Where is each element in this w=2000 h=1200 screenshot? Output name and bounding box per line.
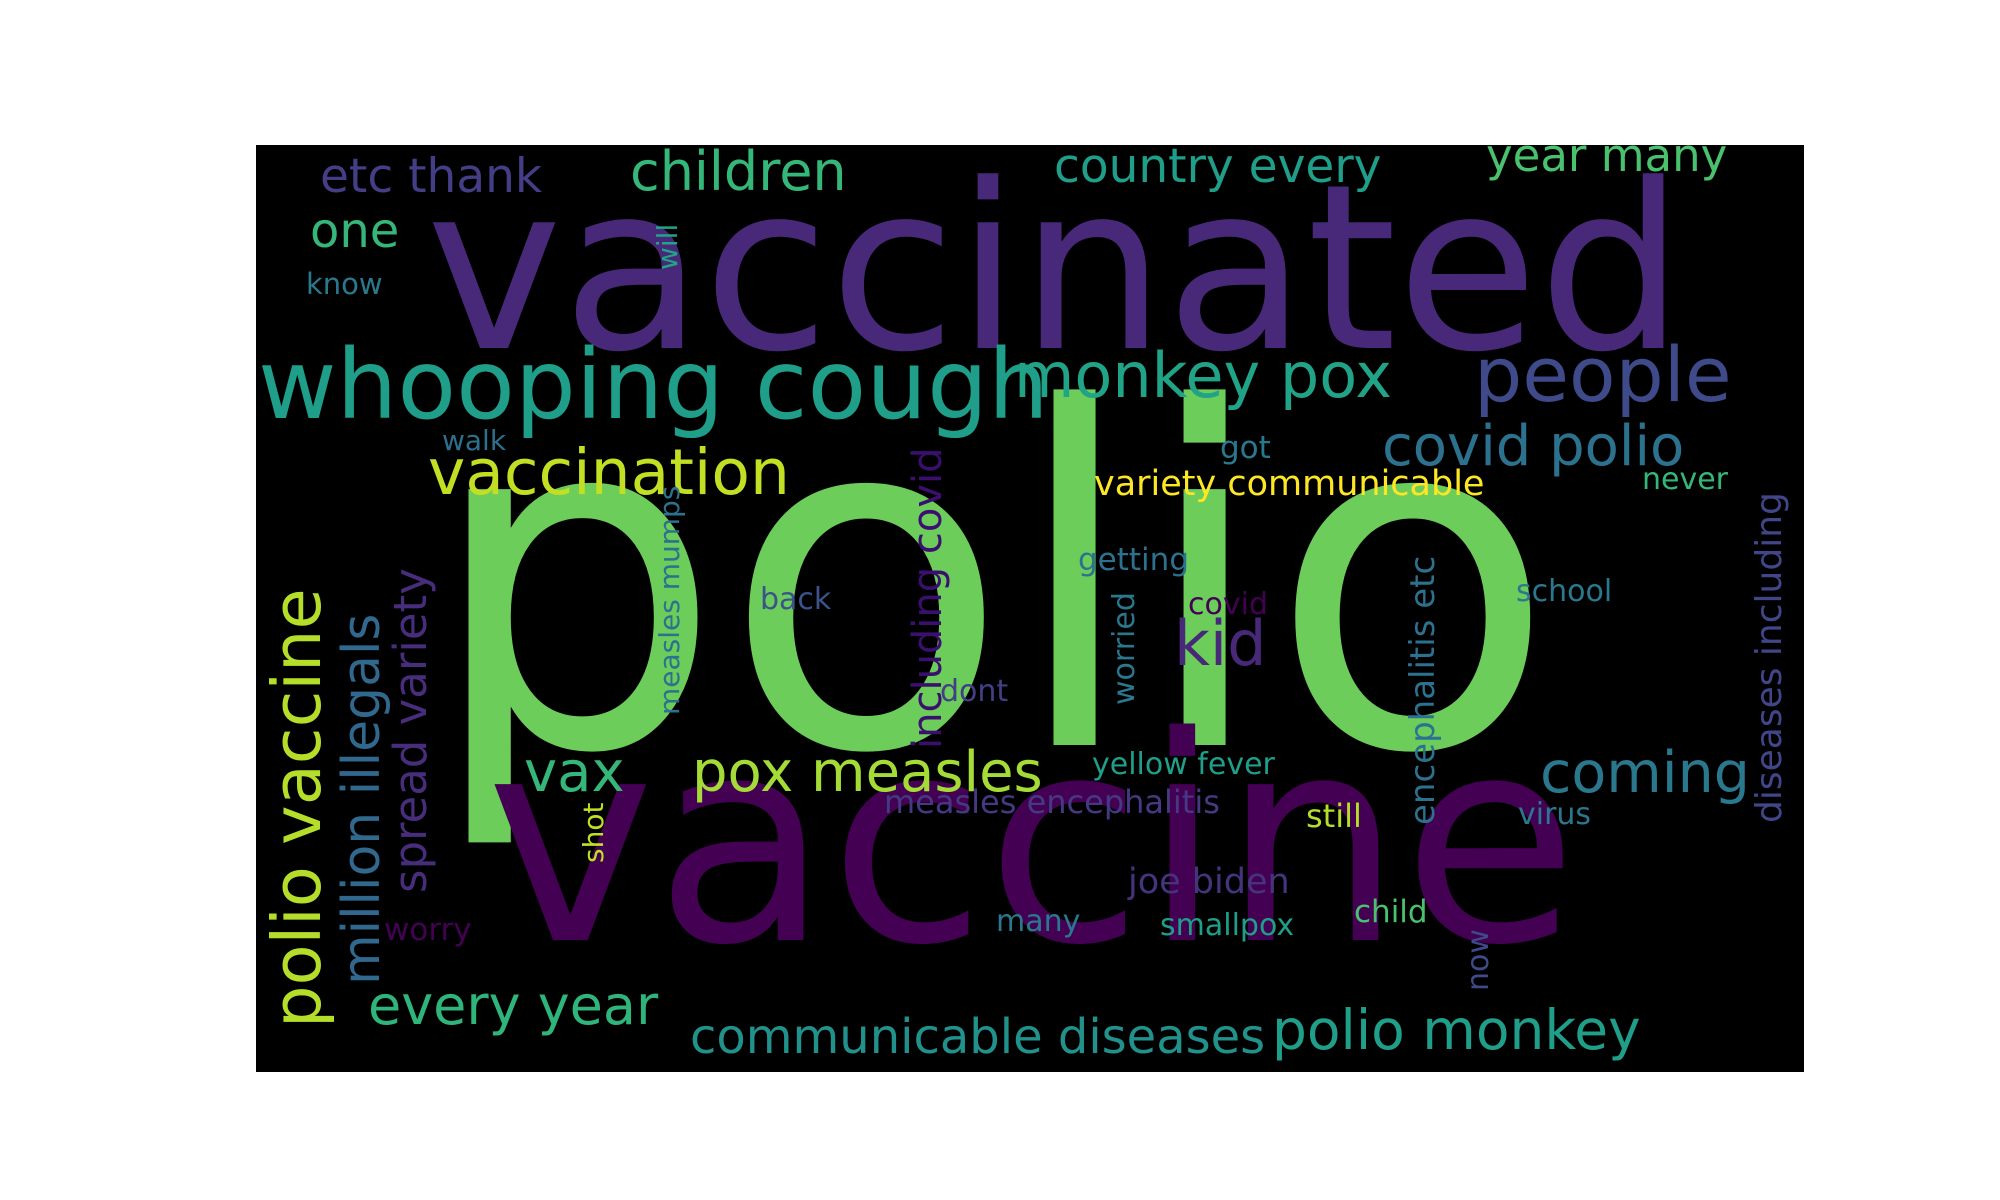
word-smallpox: smallpox [1160, 908, 1295, 943]
word-polio-monkey: polio monkey [1272, 998, 1641, 1062]
word-including-covid: including covid [905, 447, 951, 749]
word-vaccinated: vaccinated [426, 145, 1685, 403]
word-shot: shot [577, 802, 610, 863]
word-people: people [1474, 330, 1732, 419]
word-many: many [996, 904, 1081, 939]
word-child: child [1354, 894, 1428, 930]
word-encephalitis-etc: encephalitis etc [1403, 555, 1443, 825]
word-polio-vaccine: polio vaccine [258, 588, 336, 1028]
word-dont: dont [940, 674, 1009, 709]
word-yellow-fever: yellow fever [1092, 747, 1275, 782]
word-vaccination: vaccination [428, 436, 790, 509]
word-virus: virus [1518, 797, 1592, 832]
word-kid: kid [1174, 607, 1267, 680]
word-coming: coming [1540, 740, 1750, 806]
word-worried: worried [1107, 592, 1142, 705]
word-school: school [1516, 574, 1613, 609]
word-covid: covid [1188, 587, 1268, 622]
word-whooping-cough: whooping cough [258, 329, 1049, 441]
word-back: back [760, 582, 832, 617]
word-polio: polio [426, 312, 1556, 856]
word-measles-mumps: measles mumps [653, 485, 686, 715]
word-pox-measles: pox measles [692, 740, 1043, 805]
word-getting: getting [1078, 542, 1189, 578]
word-walk: walk [442, 424, 507, 457]
word-diseases-including: diseases including [1749, 492, 1790, 823]
word-measles-encephalitis: measles encephalitis [884, 783, 1220, 821]
word-never: never [1642, 462, 1729, 497]
word-now: now [1461, 929, 1496, 991]
word-know: know [306, 267, 383, 301]
word-cloud: polio vaccine vaccinated whooping cough … [256, 145, 1804, 1072]
word-spread-variety: spread variety [384, 568, 437, 893]
word-still: still [1306, 797, 1362, 835]
word-vaccine: vaccine [486, 676, 1578, 1008]
word-variety-communicable: variety communicable [1094, 464, 1485, 504]
word-children: children [630, 145, 847, 203]
word-etc-thank: etc thank [320, 149, 543, 204]
word-communicable-diseases: communicable diseases [690, 1009, 1266, 1065]
word-million-illegals: million illegals [332, 613, 392, 986]
word-year-many: year many [1486, 145, 1728, 182]
word-will: will [651, 223, 684, 270]
word-worry: worry [384, 912, 472, 948]
word-monkey-pox: monkey pox [1014, 339, 1392, 412]
word-country-every: country every [1054, 145, 1382, 194]
word-vax: vax [524, 740, 625, 805]
word-got: got [1220, 430, 1271, 466]
word-one: one [310, 203, 400, 259]
word-covid-polio: covid polio [1382, 414, 1685, 479]
word-every-year: every year [368, 974, 659, 1037]
word-joe-biden: joe biden [1128, 862, 1290, 902]
